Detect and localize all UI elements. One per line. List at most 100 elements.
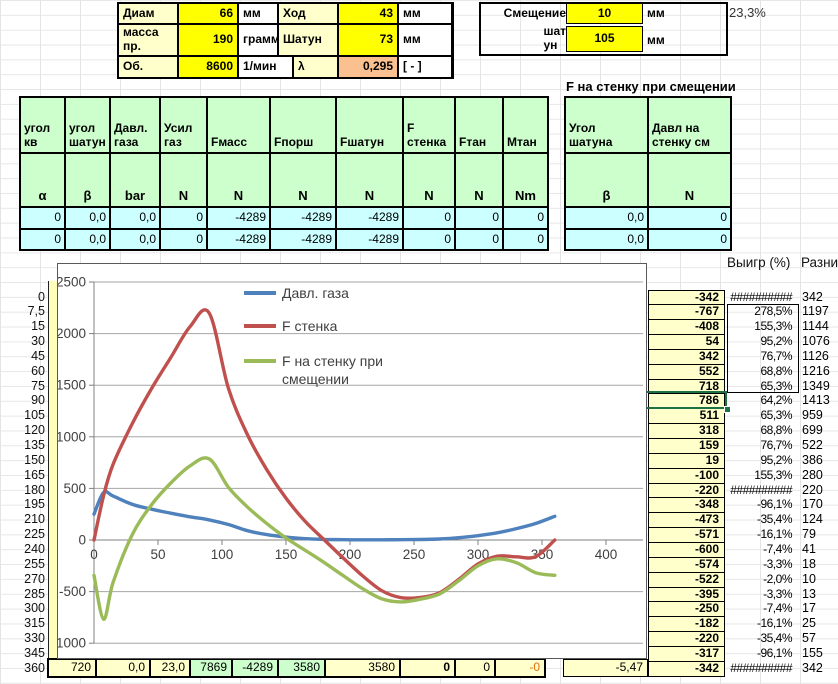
- diff-cell[interactable]: 25: [802, 616, 816, 631]
- gain-pct-cell[interactable]: -2,0%: [763, 572, 792, 586]
- gain-pct-cell[interactable]: 65,3%: [760, 408, 792, 422]
- wall-force-cell[interactable]: -250: [648, 601, 725, 617]
- wall-force-cell[interactable]: 19: [648, 453, 725, 469]
- wall-force-cell[interactable]: -571: [648, 527, 725, 543]
- diff-cell[interactable]: 170: [802, 497, 823, 512]
- wall-table-cell[interactable]: 0: [648, 207, 731, 229]
- wall-table-cell[interactable]: 0: [648, 229, 731, 251]
- main-table-cell[interactable]: 0,0: [110, 229, 160, 251]
- gain-pct-cell[interactable]: 64,2%: [760, 393, 792, 407]
- main-table-cell[interactable]: 0: [160, 229, 207, 251]
- diff-cell[interactable]: 10: [802, 572, 816, 587]
- gain-pct-cell[interactable]: -16,1%: [756, 616, 793, 630]
- gain-pct-cell[interactable]: 95,2%: [760, 334, 792, 348]
- gain-pct-cell[interactable]: -3,3%: [763, 587, 792, 601]
- summary-cell[interactable]: 3580: [278, 659, 325, 677]
- wall-table-cell[interactable]: 0,0: [565, 229, 648, 251]
- diff-cell[interactable]: 1349: [802, 379, 830, 394]
- main-table-cell[interactable]: 0: [503, 207, 548, 229]
- wall-force-cell[interactable]: 511: [648, 408, 725, 424]
- param-value[interactable]: 8600: [178, 56, 238, 78]
- gain-pct-cell[interactable]: ##########: [730, 483, 792, 497]
- main-table-cell[interactable]: 0: [455, 207, 503, 229]
- wall-force-cell[interactable]: -220: [648, 631, 725, 647]
- wall-force-cell[interactable]: 786: [648, 393, 725, 409]
- param-value[interactable]: 0,295: [338, 56, 398, 78]
- diff-cell[interactable]: 1144: [802, 319, 829, 334]
- gain-pct-cell[interactable]: 68,8%: [760, 423, 792, 437]
- wall-force-cell[interactable]: -574: [648, 557, 725, 573]
- gain-pct-cell[interactable]: -3,3%: [763, 557, 792, 571]
- wall-force-cell[interactable]: -408: [648, 319, 725, 335]
- summary-cell[interactable]: 23,0: [150, 659, 190, 677]
- main-table-cell[interactable]: 0,0: [65, 207, 110, 229]
- diff-cell[interactable]: 124: [802, 512, 823, 527]
- diff-cell[interactable]: 1126: [802, 349, 829, 364]
- gain-pct-cell[interactable]: 65,3%: [760, 379, 792, 393]
- gain-pct-cell[interactable]: ##########: [730, 661, 792, 675]
- param-value[interactable]: 43: [338, 3, 398, 24]
- diff-cell[interactable]: 17: [802, 601, 816, 616]
- diff-cell[interactable]: 1076: [802, 334, 830, 349]
- wall-force-cell[interactable]: 342: [648, 349, 725, 365]
- param-value[interactable]: 190: [178, 24, 238, 56]
- main-table-cell[interactable]: 0: [160, 207, 207, 229]
- wall-force-cell[interactable]: 552: [648, 364, 725, 380]
- diff-cell[interactable]: 1413: [802, 393, 830, 408]
- legend-label[interactable]: F на стенку при: [282, 353, 383, 369]
- gain-pct-cell[interactable]: -35,4%: [756, 512, 793, 526]
- gain-pct-cell[interactable]: 155,3%: [754, 319, 792, 333]
- wall-force-cell[interactable]: 54: [648, 334, 725, 350]
- legend-label[interactable]: смещении: [282, 371, 349, 387]
- wall-force-cell[interactable]: -522: [648, 572, 725, 588]
- main-table-cell[interactable]: 0,0: [110, 207, 160, 229]
- wall-force-cell[interactable]: -342: [648, 661, 725, 677]
- gain-pct-cell[interactable]: 76,7%: [760, 438, 792, 452]
- wall-force-cell[interactable]: -182: [648, 616, 725, 632]
- gain-pct-cell[interactable]: -16,1%: [756, 527, 793, 541]
- param-value[interactable]: 66: [178, 3, 238, 24]
- gain-pct-cell[interactable]: 278,5%: [754, 304, 792, 318]
- gain-pct-cell[interactable]: 68,8%: [760, 364, 792, 378]
- diff-cell[interactable]: 699: [802, 423, 823, 438]
- diff-cell[interactable]: 342: [802, 290, 823, 305]
- legend-label[interactable]: F стенка: [282, 318, 338, 334]
- diff-cell[interactable]: 1216: [802, 364, 830, 379]
- main-table-cell[interactable]: -4289: [270, 207, 336, 229]
- selection-fill-handle[interactable]: [724, 406, 731, 413]
- summary-cell[interactable]: 7869: [190, 659, 232, 677]
- diff-cell[interactable]: 386: [802, 453, 823, 468]
- main-table-cell[interactable]: 0: [20, 229, 65, 251]
- chart[interactable]: -1000 -500 0 500 1000 1500 2000 2500 0 50 100 150 20…: [51, 263, 647, 659]
- summary-extra-cell[interactable]: -5,47: [563, 659, 648, 677]
- main-table-cell[interactable]: -4289: [270, 229, 336, 251]
- wall-force-cell[interactable]: -348: [648, 497, 725, 513]
- main-table-cell[interactable]: -4289: [336, 207, 403, 229]
- wall-force-cell[interactable]: -767: [648, 304, 725, 320]
- gain-pct-cell[interactable]: -96,1%: [756, 497, 793, 511]
- wall-force-cell[interactable]: 318: [648, 423, 725, 439]
- wall-force-cell[interactable]: -100: [648, 468, 725, 484]
- gain-pct-cell[interactable]: -7,4%: [763, 542, 792, 556]
- summary-cell[interactable]: 3580: [325, 659, 400, 677]
- diff-cell[interactable]: 522: [802, 438, 823, 453]
- gain-pct-cell[interactable]: 76,7%: [760, 349, 792, 363]
- diff-cell[interactable]: 18: [802, 557, 816, 572]
- summary-cell[interactable]: 0: [400, 659, 455, 677]
- main-table-cell[interactable]: -4289: [336, 229, 403, 251]
- gain-pct-cell[interactable]: -7,4%: [763, 601, 792, 615]
- wall-force-cell[interactable]: -600: [648, 542, 725, 558]
- summary-cell[interactable]: -0: [495, 659, 545, 677]
- main-table-cell[interactable]: 0: [503, 229, 548, 251]
- gain-pct-cell[interactable]: 155,3%: [754, 468, 792, 482]
- diff-cell[interactable]: 220: [802, 483, 823, 498]
- gain-pct-cell[interactable]: ##########: [730, 290, 792, 304]
- main-table-cell[interactable]: -4289: [207, 229, 270, 251]
- series-1-line[interactable]: [92, 489, 557, 542]
- main-table-cell[interactable]: 0,0: [65, 229, 110, 251]
- main-table-cell[interactable]: 0: [403, 207, 455, 229]
- diff-cell[interactable]: 41: [802, 542, 816, 557]
- summary-cell[interactable]: 0: [455, 659, 495, 677]
- main-table-cell[interactable]: 0: [20, 207, 65, 229]
- diff-cell[interactable]: 959: [802, 408, 823, 423]
